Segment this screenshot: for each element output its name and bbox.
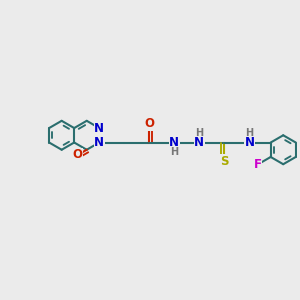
Text: H: H (245, 128, 253, 138)
Text: H: H (195, 128, 203, 138)
Text: N: N (194, 136, 204, 149)
Text: N: N (94, 122, 104, 134)
Text: F: F (254, 158, 262, 171)
Text: N: N (169, 136, 179, 149)
Text: N: N (94, 136, 104, 149)
Text: H: H (170, 147, 178, 157)
Text: O: O (73, 148, 83, 161)
Text: S: S (220, 155, 229, 168)
Text: O: O (144, 117, 154, 130)
Text: N: N (244, 136, 254, 149)
